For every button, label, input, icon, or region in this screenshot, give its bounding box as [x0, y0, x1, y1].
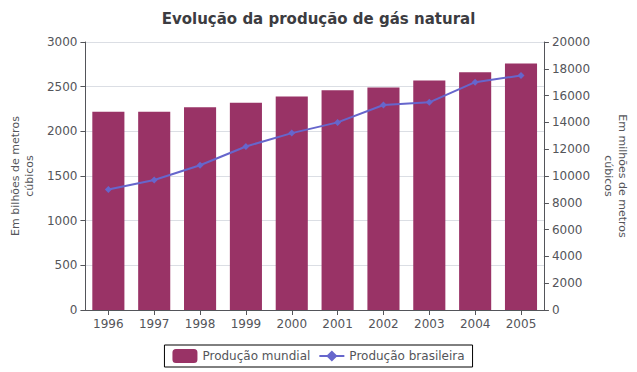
svg-text:4000: 4000	[552, 249, 583, 263]
svg-text:1998: 1998	[185, 317, 216, 331]
svg-text:Em milhões de metros: Em milhões de metros	[616, 114, 629, 238]
svg-text:2001: 2001	[322, 317, 353, 331]
svg-text:2005: 2005	[506, 317, 537, 331]
svg-text:Produção mundial: Produção mundial	[202, 349, 310, 363]
svg-text:cúbicos: cúbicos	[23, 155, 36, 197]
svg-text:cúbicos: cúbicos	[602, 155, 615, 197]
svg-text:6000: 6000	[552, 223, 583, 237]
svg-text:0: 0	[70, 303, 78, 317]
svg-text:20000: 20000	[552, 35, 590, 49]
svg-text:18000: 18000	[552, 62, 590, 76]
svg-text:2002: 2002	[368, 317, 399, 331]
svg-text:1000: 1000	[47, 214, 78, 228]
svg-text:2000: 2000	[276, 317, 307, 331]
svg-text:2500: 2500	[47, 80, 78, 94]
svg-text:10000: 10000	[552, 169, 590, 183]
svg-text:1996: 1996	[93, 317, 124, 331]
svg-text:Produção brasileira: Produção brasileira	[349, 349, 464, 363]
svg-text:Em bilhões de metros: Em bilhões de metros	[9, 116, 22, 236]
svg-text:2000: 2000	[47, 124, 78, 138]
svg-text:1997: 1997	[139, 317, 170, 331]
svg-text:2003: 2003	[414, 317, 445, 331]
svg-text:2000: 2000	[552, 276, 583, 290]
svg-text:8000: 8000	[552, 196, 583, 210]
svg-text:2004: 2004	[460, 317, 491, 331]
svg-text:1999: 1999	[231, 317, 262, 331]
svg-text:500: 500	[55, 258, 78, 272]
svg-text:14000: 14000	[552, 115, 590, 129]
svg-text:3000: 3000	[47, 35, 78, 49]
svg-text:Evolução da produção de gás na: Evolução da produção de gás natural	[162, 10, 476, 28]
svg-text:12000: 12000	[552, 142, 590, 156]
svg-text:1500: 1500	[47, 169, 78, 183]
svg-text:16000: 16000	[552, 89, 590, 103]
svg-text:0: 0	[552, 303, 560, 317]
